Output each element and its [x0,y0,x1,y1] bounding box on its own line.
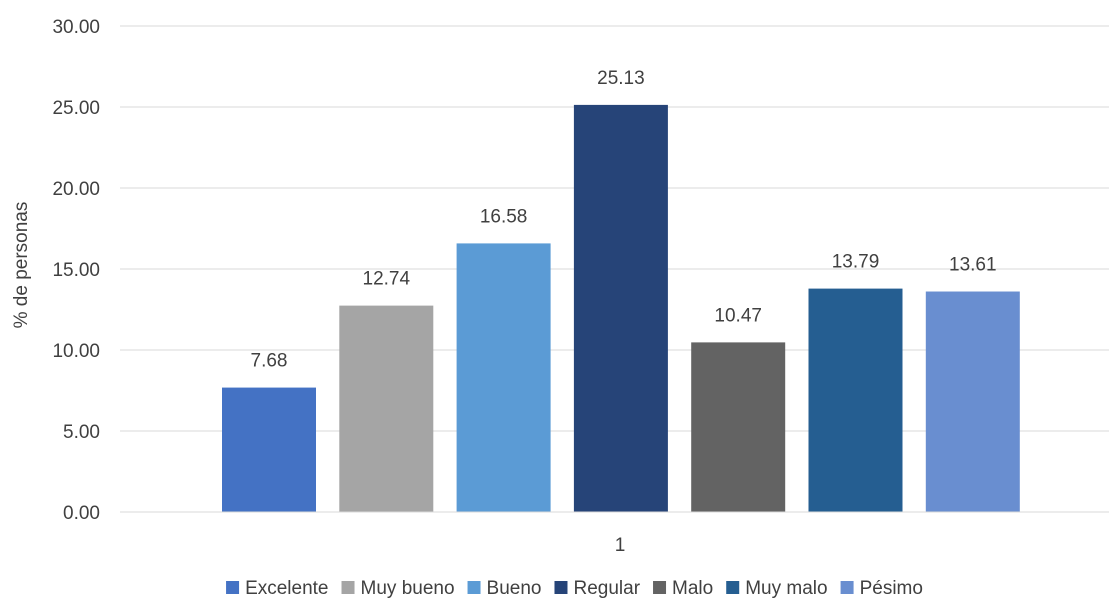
legend-label: Muy bueno [361,578,455,599]
y-axis-tick-labels: 0.00 5.00 10.00 15.00 20.00 25.00 30.00 [52,17,100,524]
legend-label: Bueno [487,578,542,599]
data-label: 7.68 [251,351,288,372]
bar [456,243,551,513]
y-tick-label: 30.00 [52,17,100,38]
legend-swatch [467,581,481,594]
data-label: 13.79 [832,252,880,273]
legend-swatch [226,581,240,594]
legend-label: Pésimo [860,578,923,599]
legend-swatch [554,581,568,594]
bar [339,305,434,512]
legend-swatch [653,581,667,594]
y-axis-label: % de personas [11,202,32,329]
y-tick-label: 0.00 [63,503,100,524]
bar [691,342,786,512]
data-label: 10.47 [714,305,762,326]
legend: Excelente Muy bueno Bueno Regular Malo Muy ma… [226,578,923,599]
legend-swatch [840,581,854,594]
data-label: 16.58 [480,206,528,227]
bar [573,104,668,513]
legend-label: Excelente [245,578,328,599]
y-tick-label: 20.00 [52,179,100,200]
bar [808,288,903,512]
data-label: 13.61 [949,255,997,276]
bar [222,387,316,512]
bar [925,291,1020,512]
bars [222,104,1020,513]
legend-label: Malo [672,578,713,599]
y-tick-label: 15.00 [52,260,100,281]
x-axis-category-label: 1 [615,535,626,556]
y-tick-label: 5.00 [63,422,100,443]
data-labels: 7.68 12.74 16.58 25.13 10.47 13.79 13.61 [251,68,997,372]
legend-label: Regular [573,578,640,599]
y-tick-label: 10.00 [52,341,100,362]
legend-swatch [341,581,355,594]
data-label: 12.74 [363,269,411,290]
legend-label: Muy malo [745,578,827,599]
data-label: 25.13 [597,68,645,89]
y-tick-label: 25.00 [52,98,100,119]
legend-swatch [726,581,740,594]
